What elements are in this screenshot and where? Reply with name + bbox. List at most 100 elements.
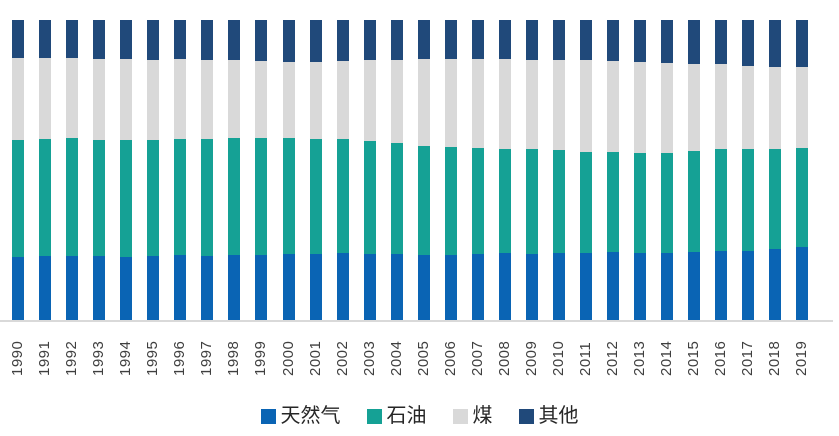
bar-segment-gas-2018 [769, 249, 782, 320]
bar-segment-coal-2005 [417, 59, 430, 146]
bar-segment-coal-1992 [66, 58, 79, 139]
bar-segment-coal-2006 [444, 59, 457, 148]
bar-segment-oil-2003 [363, 141, 376, 254]
bar-2008 [498, 20, 511, 320]
bar-2007 [471, 20, 484, 320]
bar-segment-gas-1993 [93, 256, 106, 320]
bar-segment-oil-1998 [228, 138, 241, 256]
x-axis-label-2001: 2001 [306, 340, 324, 376]
bar-segment-other-1993 [93, 20, 106, 60]
x-axis-label-2003: 2003 [360, 340, 378, 376]
bar-segment-other-2001 [309, 20, 322, 62]
bar-segment-gas-2009 [525, 253, 538, 320]
bar-segment-gas-2011 [580, 253, 593, 320]
bar-segment-coal-2003 [363, 60, 376, 142]
legend: 天然气 石油 煤 其他 [0, 400, 839, 432]
x-axis-label-1994: 1994 [117, 340, 135, 376]
bar-segment-gas-2014 [661, 253, 674, 320]
bar-segment-coal-2008 [498, 58, 511, 149]
bar-segment-oil-1996 [174, 138, 187, 255]
legend-item-gas: 天然气 [260, 405, 341, 427]
bar-segment-other-2002 [336, 20, 349, 62]
bar-segment-other-2004 [390, 20, 403, 60]
bar-segment-oil-2000 [282, 138, 295, 255]
bar-segment-coal-1993 [93, 59, 106, 140]
bar-segment-gas-1994 [120, 256, 133, 320]
bar-segment-gas-2000 [282, 254, 295, 320]
x-axis-label-1991: 1991 [36, 340, 54, 376]
bar-segment-gas-1997 [201, 255, 214, 320]
bar-segment-other-1996 [174, 20, 187, 59]
x-axis-label-2015: 2015 [685, 340, 703, 376]
bar-segment-gas-2003 [363, 253, 376, 320]
bar-segment-oil-1990 [12, 139, 24, 258]
x-axis-label-2012: 2012 [604, 340, 622, 376]
bar-2000 [282, 20, 295, 320]
bar-2001 [309, 20, 322, 320]
bar-segment-coal-1998 [228, 60, 241, 139]
bar-1991 [39, 20, 52, 320]
legend-label-gas: 天然气 [280, 405, 341, 427]
bar-segment-oil-1991 [39, 139, 52, 257]
bar-segment-coal-2016 [715, 64, 728, 149]
bar-segment-oil-2018 [769, 149, 782, 250]
bar-segment-gas-2017 [742, 250, 755, 320]
bar-segment-coal-2004 [390, 59, 403, 144]
x-axis-label-2016: 2016 [712, 340, 730, 376]
x-axis-label-2014: 2014 [658, 340, 676, 376]
x-axis-label-1996: 1996 [171, 340, 189, 376]
bar-segment-other-2000 [282, 20, 295, 62]
bar-segment-gas-2002 [336, 253, 349, 320]
bar-1997 [201, 20, 214, 320]
x-axis-label-1992: 1992 [63, 340, 81, 376]
bar-2014 [661, 20, 674, 320]
bar-segment-coal-2018 [769, 66, 782, 149]
bar-segment-gas-1999 [255, 254, 268, 320]
bar-segment-coal-2014 [661, 63, 674, 154]
legend-item-oil: 石油 [366, 406, 427, 426]
bar-segment-other-2011 [580, 20, 593, 61]
bar-2005 [417, 20, 430, 320]
bar-segment-other-1998 [228, 20, 241, 61]
bar-segment-coal-2011 [580, 60, 593, 152]
x-axis-label-2013: 2013 [631, 340, 649, 376]
bar-segment-oil-2010 [553, 150, 565, 253]
x-axis-label-1995: 1995 [144, 340, 162, 376]
x-axis-line [0, 320, 833, 322]
bar-segment-coal-1999 [255, 61, 268, 139]
x-axis-label-2017: 2017 [739, 340, 757, 376]
legend-swatch-oil [366, 408, 382, 424]
bar-segment-gas-1996 [174, 254, 187, 320]
bar-segment-gas-2012 [607, 252, 620, 320]
bar-segment-other-2017 [742, 20, 755, 66]
bar-segment-coal-2009 [525, 59, 538, 150]
bar-segment-other-2012 [607, 20, 620, 62]
bar-segment-other-1994 [120, 20, 133, 59]
legend-item-coal: 煤 [452, 406, 493, 426]
bar-segment-gas-1998 [228, 255, 241, 320]
x-axis-label-2004: 2004 [387, 340, 405, 376]
x-axis-label-1998: 1998 [225, 340, 243, 376]
x-axis-label-2005: 2005 [414, 340, 432, 376]
x-axis-label-2008: 2008 [495, 340, 513, 376]
bar-segment-oil-2013 [634, 153, 647, 254]
bar-segment-other-1995 [147, 20, 160, 60]
bar-2004 [390, 20, 403, 320]
bar-segment-gas-2006 [444, 254, 457, 320]
legend-label-other: 其他 [538, 405, 579, 427]
bar-segment-other-2015 [688, 20, 701, 64]
bar-segment-coal-2019 [796, 67, 809, 149]
bar-2002 [336, 20, 349, 320]
bar-segment-other-2008 [498, 20, 511, 59]
x-axis-label-2018: 2018 [766, 340, 784, 376]
bar-segment-oil-1997 [201, 139, 214, 256]
bar-segment-coal-2000 [282, 61, 295, 139]
bar-segment-other-1997 [201, 20, 214, 60]
bar-segment-oil-2007 [471, 148, 484, 254]
bar-1998 [228, 20, 241, 320]
bar-2003 [363, 20, 376, 320]
bar-segment-other-2005 [417, 20, 430, 60]
bar-segment-gas-2019 [796, 247, 809, 320]
bar-segment-other-1991 [39, 20, 52, 59]
